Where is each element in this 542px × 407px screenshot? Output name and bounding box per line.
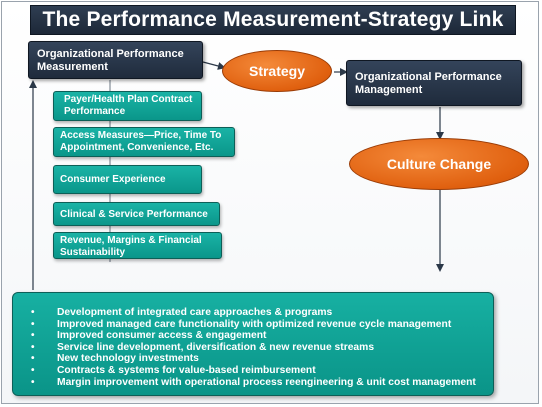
list-item: Improved managed care functionality with… <box>31 319 493 331</box>
initiatives-box: Development of integrated care approache… <box>12 292 494 396</box>
org-measurement-box: Organizational Performance Measurement <box>28 41 203 79</box>
list-item: Contracts & systems for value-based reim… <box>31 365 493 377</box>
measure-box-access: Access Measures—Price, Time To Appointme… <box>53 127 235 157</box>
measure-label: Payer/Health Plan Contract Performance <box>64 94 193 117</box>
list-item: Improved consumer access & engagement <box>31 330 493 342</box>
culture-change-ellipse: Culture Change <box>349 138 529 190</box>
list-item: New technology investments <box>31 353 493 365</box>
strategy-label: Strategy <box>248 63 306 79</box>
strategy-ellipse: Strategy <box>222 50 332 92</box>
initiatives-list: Development of integrated care approache… <box>13 293 493 388</box>
measure-label: Access Measures—Price, Time To Appointme… <box>60 130 222 153</box>
measure-box-revenue: Revenue, Margins & Financial Sustainabil… <box>53 232 222 259</box>
measure-label: Revenue, Margins & Financial Sustainabil… <box>60 235 202 258</box>
org-management-label: Organizational Performance Management <box>355 71 502 96</box>
list-item: Margin improvement with operational proc… <box>31 377 493 389</box>
org-management-box: Organizational Performance Management <box>346 60 522 106</box>
list-item: Service line development, diversificatio… <box>31 342 493 354</box>
culture-change-label: Culture Change <box>386 156 492 172</box>
measurement-to-strategy-arrow <box>202 61 226 70</box>
list-item: Development of integrated care approache… <box>31 307 493 319</box>
measure-label: Clinical & Service Performance <box>60 209 208 220</box>
measure-label: Consumer Experience <box>60 174 166 185</box>
page-title: The Performance Measurement-Strategy Lin… <box>42 8 504 31</box>
title-bar: The Performance Measurement-Strategy Lin… <box>30 5 516 35</box>
measure-box-consumer: Consumer Experience <box>53 165 202 194</box>
measure-box-payer: Payer/Health Plan Contract Performance <box>53 91 202 121</box>
measure-box-clinical: Clinical & Service Performance <box>53 202 220 226</box>
org-measurement-label: Organizational Performance Measurement <box>37 48 184 73</box>
